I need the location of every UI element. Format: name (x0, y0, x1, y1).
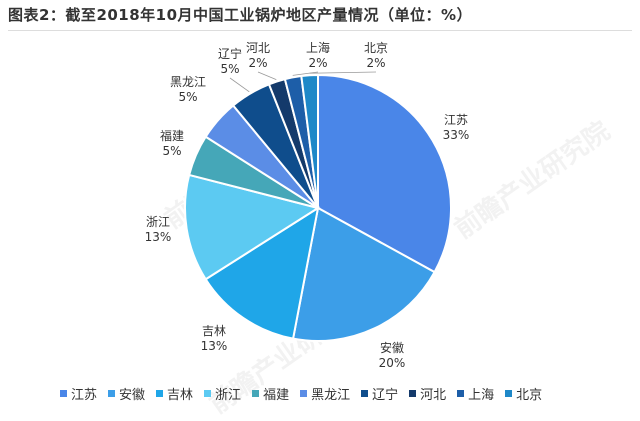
slice-name-label: 浙江 (146, 215, 170, 229)
legend-item: 安徽 (108, 384, 145, 403)
legend-item: 上海 (457, 384, 494, 403)
legend-label: 上海 (468, 387, 495, 403)
legend-swatch (300, 389, 308, 397)
legend-label: 浙江 (215, 387, 242, 403)
legend-item: 河北 (409, 384, 446, 403)
slice-name-label: 上海 (306, 40, 330, 55)
legend-item: 江苏 (60, 384, 97, 403)
slice-name-label: 黑龙江 (170, 75, 206, 89)
pie-slice (291, 206, 436, 342)
slice-name-label: 安徽 (380, 340, 404, 355)
slice-value-label: 33% (443, 128, 470, 142)
legend-label: 辽宁 (372, 387, 399, 403)
legend-label: 北京 (516, 387, 543, 403)
legend-swatch (457, 389, 465, 397)
slice-value-label: 5% (220, 62, 239, 76)
legend-item: 辽宁 (361, 384, 398, 403)
slice-value-label: 2% (308, 56, 327, 70)
slice-value-label: 2% (248, 56, 267, 70)
slice-name-label: 江苏 (444, 113, 468, 127)
legend-item: 北京 (505, 384, 542, 403)
legend-label: 黑龙江 (311, 387, 351, 403)
legend-label: 江苏 (71, 387, 98, 403)
slice-name-label: 福建 (160, 128, 184, 143)
title-divider (8, 30, 632, 31)
legend-swatch (409, 389, 417, 397)
slice-value-label: 5% (178, 90, 197, 104)
legend-swatch (204, 389, 212, 397)
legend-item: 浙江 (204, 384, 241, 403)
legend-swatch (60, 389, 67, 397)
pie-slices (184, 73, 452, 342)
legend-item: 福建 (252, 384, 289, 403)
pie-slice (204, 205, 320, 340)
slice-value-label: 13% (145, 230, 172, 244)
legend-label: 安徽 (119, 387, 146, 403)
legend-swatch (505, 389, 513, 397)
legend-label: 吉林 (167, 387, 194, 403)
label-leader-lines (229, 71, 377, 93)
leader-line (309, 71, 377, 74)
legend-label: 河北 (420, 387, 447, 403)
legend-label: 福建 (263, 387, 290, 403)
leader-line (292, 71, 319, 76)
slice-labels: 江苏33%安徽20%吉林13%浙江13%福建5%黑龙江5%辽宁5%河北2%上海2… (145, 40, 470, 370)
slice-name-label: 吉林 (202, 324, 226, 338)
slice-name-label: 北京 (364, 41, 388, 55)
pie-slice (317, 73, 452, 274)
slice-value-label: 20% (379, 356, 406, 370)
slice-value-label: 2% (366, 56, 385, 70)
slice-name-label: 辽宁 (218, 46, 242, 61)
legend-item: 吉林 (156, 384, 193, 403)
slice-value-label: 13% (201, 339, 228, 353)
legend-item: 黑龙江 (300, 384, 350, 403)
legend-swatch (361, 389, 369, 397)
slice-name-label: 河北 (246, 41, 270, 55)
pie-slice (300, 73, 319, 209)
chart-legend: 江苏 安徽 吉林 浙江 福建 黑龙江 辽宁 河北 上海 北京 (60, 384, 620, 403)
leader-line (229, 77, 250, 93)
legend-swatch (108, 389, 116, 397)
pie-slice (184, 173, 321, 281)
leader-line (257, 71, 277, 80)
legend-swatch (252, 389, 260, 397)
chart-title: 图表2：截至2018年10月中国工业锅炉地区产量情况（单位：%） (8, 6, 473, 24)
legend-swatch (156, 389, 164, 397)
slice-value-label: 5% (162, 144, 181, 158)
